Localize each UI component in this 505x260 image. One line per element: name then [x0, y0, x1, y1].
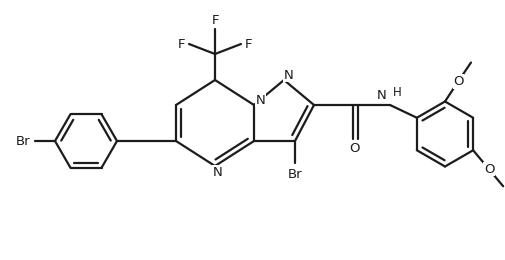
Text: F: F: [177, 37, 185, 50]
Text: Br: Br: [287, 168, 301, 181]
Text: N: N: [255, 94, 265, 107]
Text: N: N: [212, 166, 222, 179]
Text: H: H: [392, 86, 401, 99]
Text: F: F: [211, 14, 218, 27]
Text: F: F: [244, 37, 252, 50]
Text: N: N: [377, 89, 386, 102]
Text: O: O: [452, 75, 463, 88]
Text: Br: Br: [15, 134, 30, 147]
Text: N: N: [284, 68, 293, 81]
Text: O: O: [483, 163, 493, 176]
Text: O: O: [349, 142, 360, 155]
